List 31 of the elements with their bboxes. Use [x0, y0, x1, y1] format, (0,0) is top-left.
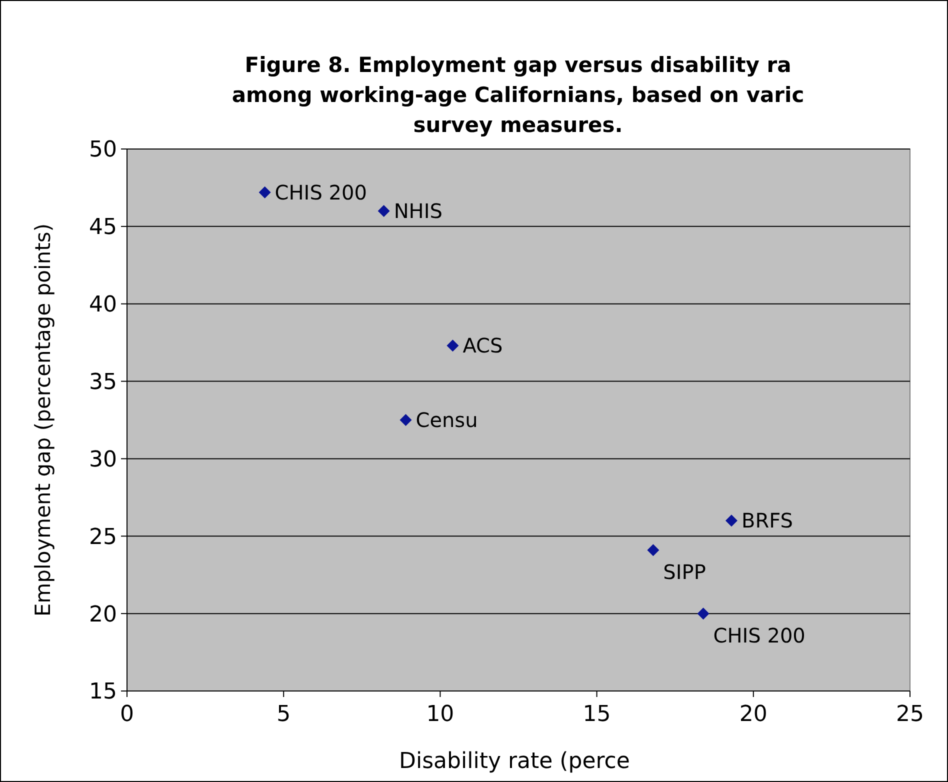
point [400, 414, 412, 426]
x-tick-label: 15 [582, 702, 611, 727]
y-tick-label: 20 [89, 602, 117, 628]
y-axis-title: Employment gap (percentage points) [31, 223, 55, 617]
y-tick-label: 15 [89, 680, 117, 705]
annotation: CHIS 200 [713, 624, 806, 648]
y-tick-label: 45 [89, 215, 117, 240]
y-tick-label: 25 [89, 524, 117, 550]
point [697, 608, 710, 620]
annotation: CHIS 200 [274, 180, 367, 204]
x-tick-label: 10 [426, 702, 454, 727]
chart-title: Figure 8. Employment gap versus disability ra among working-age Californians, based on varic survey measures. [232, 53, 804, 137]
point [258, 186, 271, 198]
x-tick-label: 5 [276, 702, 291, 727]
annotation: SIPP [663, 560, 706, 584]
annotation: ACS [462, 334, 503, 358]
x-tick-label: 25 [896, 702, 924, 727]
x-tick-label: 0 [120, 702, 134, 727]
x-tick-label: 20 [739, 702, 768, 727]
point [446, 340, 459, 352]
point [378, 204, 390, 217]
annotation: BRFS [741, 508, 793, 533]
annotation: NHIS [394, 198, 442, 223]
y-tick-label: 50 [89, 138, 117, 163]
point [647, 544, 660, 556]
annotation: Censu [416, 408, 478, 432]
y-tick-label: 40 [89, 292, 117, 318]
x-axis-title: Disability rate (perce [399, 749, 630, 774]
y-tick-label: 30 [89, 447, 117, 472]
point [725, 514, 738, 527]
y-tick-label: 35 [89, 370, 117, 395]
